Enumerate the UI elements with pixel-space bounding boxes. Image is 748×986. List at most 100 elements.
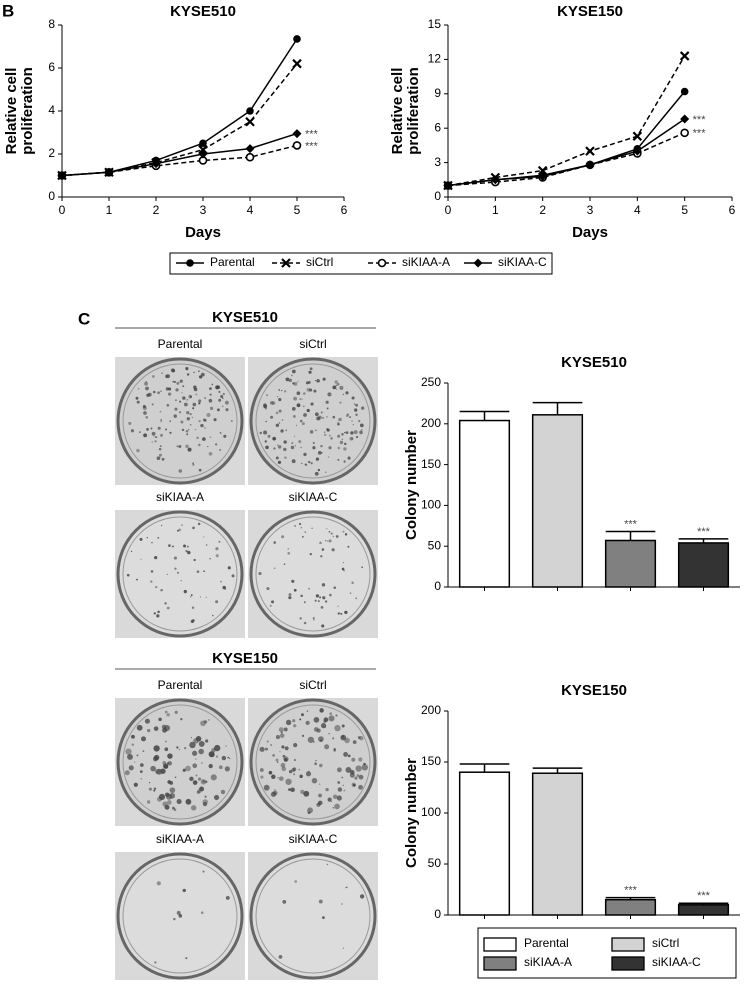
colony bbox=[332, 385, 337, 390]
colony bbox=[193, 558, 196, 562]
colony bbox=[299, 718, 302, 721]
colony bbox=[185, 366, 189, 371]
colony bbox=[275, 456, 279, 460]
x-tick-label: 5 bbox=[294, 203, 301, 217]
colony bbox=[196, 436, 199, 440]
colony bbox=[142, 404, 147, 409]
x-axis-label: Days bbox=[572, 224, 608, 241]
chart-title: KYSE150 bbox=[557, 3, 623, 20]
colony bbox=[333, 748, 336, 752]
colony bbox=[356, 774, 360, 777]
colony bbox=[326, 428, 329, 431]
colony bbox=[299, 419, 303, 423]
colony bbox=[215, 385, 220, 390]
colony bbox=[158, 447, 162, 451]
colony bbox=[127, 753, 133, 760]
colony bbox=[336, 388, 338, 390]
colony bbox=[139, 431, 141, 433]
colony bbox=[156, 881, 161, 886]
colony bbox=[272, 436, 277, 441]
colony bbox=[293, 724, 297, 728]
colony bbox=[174, 407, 178, 411]
marker bbox=[679, 51, 690, 61]
colony bbox=[197, 789, 202, 794]
y-tick-label: 0 bbox=[434, 189, 441, 203]
plate-label: siKIAA-C bbox=[289, 490, 338, 504]
colony bbox=[273, 447, 276, 450]
colony bbox=[322, 417, 324, 419]
marker bbox=[292, 58, 302, 69]
colony bbox=[193, 371, 195, 374]
colony bbox=[345, 886, 348, 889]
colony bbox=[198, 375, 203, 379]
colony bbox=[299, 774, 303, 779]
colony bbox=[270, 415, 274, 419]
colony bbox=[277, 444, 279, 446]
colony bbox=[358, 784, 363, 790]
bar bbox=[677, 904, 730, 916]
colony bbox=[174, 567, 177, 570]
colony bbox=[317, 800, 323, 806]
colony bbox=[126, 573, 130, 577]
marker bbox=[585, 146, 595, 156]
colony bbox=[189, 424, 192, 426]
colony bbox=[294, 524, 297, 527]
colony bbox=[264, 440, 268, 443]
colony bbox=[209, 393, 212, 396]
colony bbox=[313, 389, 317, 393]
colony bbox=[173, 917, 176, 921]
series-line bbox=[447, 132, 685, 187]
colony bbox=[341, 438, 344, 441]
significance-label: *** bbox=[305, 128, 319, 140]
colony bbox=[128, 765, 134, 771]
colony bbox=[171, 545, 174, 548]
marker bbox=[473, 258, 483, 268]
colony bbox=[178, 748, 181, 751]
colony bbox=[326, 415, 328, 418]
colony bbox=[224, 400, 229, 405]
y-tick-label: 150 bbox=[421, 457, 441, 471]
colony bbox=[213, 794, 220, 801]
colony bbox=[290, 787, 295, 793]
colony bbox=[166, 793, 173, 800]
colony bbox=[358, 419, 361, 423]
colony bbox=[168, 544, 171, 547]
colony bbox=[179, 411, 182, 414]
colony bbox=[330, 437, 333, 440]
colony bbox=[176, 799, 182, 805]
colony bbox=[355, 413, 358, 416]
colony bbox=[266, 740, 269, 743]
y-tick-label: 0 bbox=[434, 907, 441, 921]
colony bbox=[207, 445, 209, 448]
colony bbox=[337, 446, 341, 450]
marker bbox=[632, 146, 642, 156]
colony bbox=[202, 779, 206, 783]
colony bbox=[329, 593, 332, 597]
colony bbox=[312, 441, 315, 445]
colony bbox=[325, 600, 328, 603]
colony bbox=[328, 715, 335, 722]
colony bbox=[192, 463, 195, 466]
colony bbox=[334, 724, 341, 732]
colony bbox=[318, 736, 324, 742]
colony bbox=[219, 431, 222, 434]
legend-label: siKIAA-A bbox=[524, 955, 572, 969]
colony bbox=[317, 450, 322, 455]
marker bbox=[585, 160, 595, 170]
marker bbox=[245, 152, 255, 162]
colony bbox=[203, 536, 205, 538]
series-line bbox=[447, 118, 686, 187]
colony bbox=[278, 776, 284, 781]
plate bbox=[249, 852, 377, 980]
colony bbox=[293, 588, 297, 592]
colony bbox=[303, 790, 310, 797]
colony bbox=[318, 415, 322, 420]
x-tick-label: 5 bbox=[681, 203, 688, 217]
y-tick-label: 50 bbox=[428, 538, 442, 552]
plate bbox=[116, 357, 244, 485]
plate-set-title: KYSE150 bbox=[212, 650, 278, 667]
y-tick-label: 3 bbox=[434, 155, 441, 169]
colony bbox=[153, 436, 155, 438]
colony bbox=[271, 600, 275, 604]
colony bbox=[318, 793, 322, 798]
